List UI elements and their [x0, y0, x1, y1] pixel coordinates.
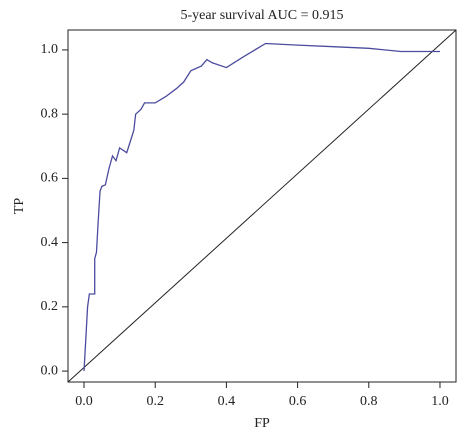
roc-curve — [83, 42, 440, 372]
x-tick-label: 1.0 — [431, 394, 449, 409]
y-tick-label: 0.2 — [41, 299, 59, 314]
x-tick-label: 0.4 — [218, 394, 236, 409]
x-tick-label: 0.2 — [146, 394, 164, 409]
reference-diagonal — [67, 29, 457, 383]
y-tick-label: 0.8 — [41, 106, 59, 121]
y-axis-label: TP — [12, 198, 27, 215]
x-tick-label: 0.6 — [289, 394, 307, 409]
y-tick-label: 0.6 — [41, 171, 59, 186]
y-tick-label: 1.0 — [41, 42, 59, 57]
x-tick-label: 0.0 — [75, 394, 93, 409]
y-tick-label: 0.0 — [41, 363, 59, 378]
x-tick-label: 0.8 — [360, 394, 378, 409]
chart-title: 5-year survival AUC = 0.915 — [180, 8, 343, 23]
plot-frame — [67, 29, 457, 383]
y-tick-label: 0.4 — [41, 235, 59, 250]
x-axis-label: FP — [254, 416, 270, 431]
